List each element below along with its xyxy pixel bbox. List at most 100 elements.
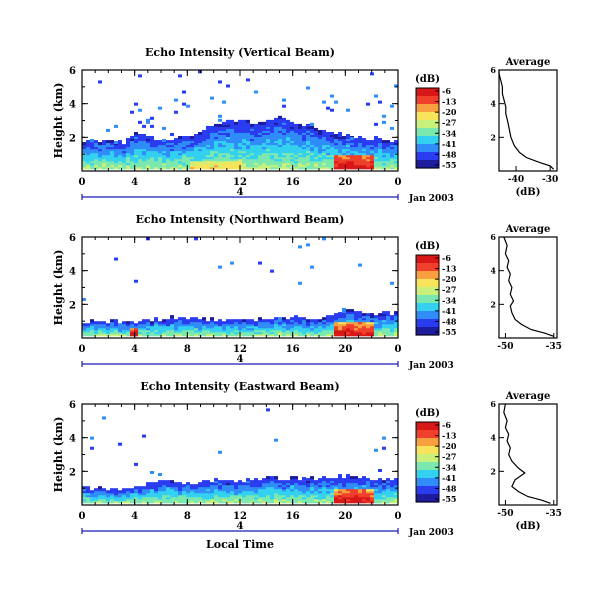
echo-cell <box>146 138 150 142</box>
echo-cell <box>150 158 154 162</box>
echo-cell <box>230 484 234 488</box>
echo-cell <box>274 117 278 121</box>
echo-cell <box>258 164 262 168</box>
echo-cell <box>142 146 146 150</box>
echo-cell <box>374 146 378 150</box>
echo-cell <box>322 498 326 502</box>
echo-cell <box>222 166 226 170</box>
echo-cell <box>258 136 262 140</box>
echo-cell <box>278 323 282 327</box>
echo-cell <box>218 146 222 150</box>
echo-cell <box>154 323 158 327</box>
echo-cell <box>278 131 282 135</box>
echo-cell <box>282 138 286 142</box>
echo-cell <box>210 164 214 168</box>
echo-cell <box>274 152 278 156</box>
echo-cell <box>226 140 230 144</box>
echo-cell <box>394 148 398 152</box>
echo-cell <box>106 164 110 168</box>
echo-cell <box>390 162 394 166</box>
echo-cell <box>390 148 394 152</box>
echo-cell <box>302 496 306 500</box>
echo-cell <box>142 124 146 128</box>
echo-cell <box>334 100 338 104</box>
echo-cell <box>162 480 166 484</box>
echo-cell <box>314 142 318 146</box>
echo-cell <box>290 496 294 500</box>
echo-cell <box>210 154 214 158</box>
echo-cell <box>242 323 246 327</box>
echo-cell <box>190 164 194 168</box>
echo-cell <box>254 327 258 331</box>
echo-cell <box>118 490 122 494</box>
echo-cell <box>214 160 218 164</box>
echo-cell <box>178 146 182 150</box>
echo-cell <box>306 166 310 170</box>
echo-cell <box>122 162 126 166</box>
echo-cell <box>178 494 182 498</box>
echo-cell <box>338 490 342 494</box>
echo-cell <box>326 136 330 140</box>
echo-cell <box>282 127 286 131</box>
x-tick-label: 8 <box>184 344 191 355</box>
echo-cell <box>298 500 302 504</box>
echo-cell <box>186 484 190 488</box>
echo-cell <box>242 496 246 500</box>
echo-cell <box>158 496 162 500</box>
echo-cell <box>94 144 98 148</box>
echo-cell <box>370 482 374 486</box>
echo-cell <box>262 496 266 500</box>
echo-cell <box>310 319 314 323</box>
echo-cell <box>170 146 174 150</box>
echo-cell <box>310 122 314 126</box>
echo-cell <box>242 146 246 150</box>
echo-cell <box>238 146 242 150</box>
echo-cell <box>250 127 254 131</box>
echo-cell <box>122 498 126 502</box>
echo-cell <box>214 131 218 135</box>
echo-cell <box>86 333 90 337</box>
echo-cell <box>270 121 274 125</box>
echo-cell <box>162 142 166 146</box>
echo-cell <box>358 158 362 162</box>
echo-cell <box>290 136 294 140</box>
echo-cell <box>278 150 282 154</box>
echo-cell <box>174 162 178 166</box>
echo-cell <box>282 142 286 146</box>
echo-cell <box>382 436 386 440</box>
echo-cell <box>190 136 194 140</box>
echo-cell <box>142 319 146 323</box>
colorbar-segment <box>416 319 439 328</box>
echo-cell <box>242 325 246 329</box>
echo-cell <box>250 136 254 140</box>
echo-cell <box>286 321 290 325</box>
echo-cell <box>170 315 174 319</box>
echo-cell <box>310 494 314 498</box>
echo-cell <box>170 152 174 156</box>
echo-cell <box>362 494 366 498</box>
echo-cell <box>254 154 258 158</box>
echo-cell <box>166 150 170 154</box>
echo-cell <box>382 311 386 315</box>
echo-cell <box>314 133 318 137</box>
echo-cell <box>86 492 90 496</box>
echo-cell <box>94 160 98 164</box>
echo-cell <box>358 317 362 321</box>
echo-cell <box>98 162 102 166</box>
echo-cell <box>82 498 86 502</box>
echo-cell <box>198 319 202 323</box>
echo-cell <box>382 114 386 118</box>
echo-cell <box>234 138 238 142</box>
echo-cell <box>338 156 342 160</box>
echo-cell <box>378 325 382 329</box>
echo-cell <box>190 333 194 337</box>
echo-cell <box>226 162 230 166</box>
echo-cell <box>270 166 274 170</box>
echo-cell <box>274 148 278 152</box>
echo-cell <box>138 498 142 502</box>
echo-cell <box>162 166 166 170</box>
echo-cell <box>182 486 186 490</box>
echo-cell <box>378 329 382 333</box>
echo-cell <box>150 325 154 329</box>
echo-cell <box>322 158 326 162</box>
